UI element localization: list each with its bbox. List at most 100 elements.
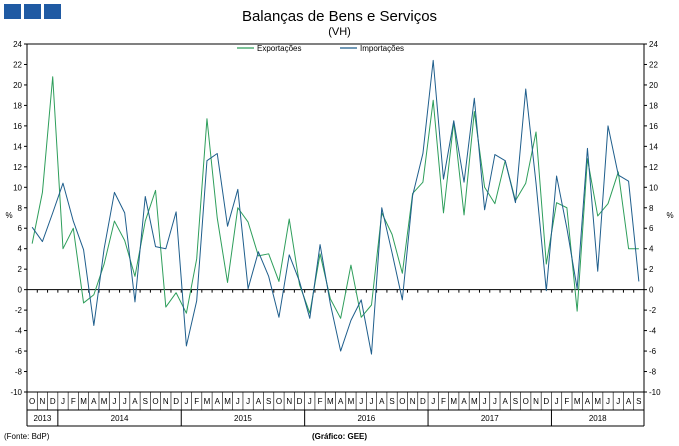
y-tick-label-right: -6: [649, 347, 657, 356]
x-month-label: J: [308, 397, 312, 406]
plot-frame: [26, 43, 645, 393]
y-tick-label-left: 10: [13, 183, 22, 192]
y-tick-label-left: 20: [13, 81, 22, 90]
y-tick-label-right: 6: [649, 224, 654, 233]
y-tick-label-left: 16: [13, 122, 22, 131]
x-month-label: M: [327, 397, 334, 406]
x-month-label: D: [420, 397, 426, 406]
x-month-label: J: [606, 397, 610, 406]
y-tick-label-right: 4: [649, 245, 654, 254]
y-tick-label-left: 0: [18, 286, 23, 295]
x-month-label: N: [533, 397, 539, 406]
logo-square-2: [24, 4, 41, 19]
series-line-importacoes: [31, 59, 640, 355]
x-month-label: M: [224, 397, 231, 406]
y-tick-label-left: 8: [18, 204, 23, 213]
x-month-label: S: [266, 397, 271, 406]
x-year-label: 2018: [589, 414, 607, 423]
credit-note: (Gráfico: GEE): [311, 432, 368, 441]
x-month-label: A: [379, 397, 385, 406]
x-year-label: 2016: [357, 414, 375, 423]
x-month-label: D: [173, 397, 179, 406]
y-tick-label-left: 4: [18, 245, 23, 254]
y-tick-label-right: 22: [649, 60, 658, 69]
x-month-label: M: [80, 397, 87, 406]
x-month-label: N: [410, 397, 416, 406]
x-month-label: J: [616, 397, 620, 406]
y-tick-label-left: 2: [18, 265, 23, 274]
y-tick-label-right: -10: [649, 388, 661, 397]
y-tick-label-right: 14: [649, 142, 658, 151]
y-tick-label-right: 12: [649, 163, 658, 172]
x-month-label: O: [523, 397, 529, 406]
x-month-label: J: [555, 397, 559, 406]
x-month-label: A: [215, 397, 221, 406]
x-month-label: J: [123, 397, 127, 406]
y-tick-label-left: -2: [15, 306, 23, 315]
x-month-label: J: [369, 397, 373, 406]
x-month-label: O: [29, 397, 35, 406]
y-tick-label-left: 6: [18, 224, 23, 233]
y-tick-label-right: 16: [649, 122, 658, 131]
legend-label-exportacoes: Exportações: [257, 44, 301, 53]
x-month-label: N: [163, 397, 169, 406]
x-month-label: D: [50, 397, 56, 406]
x-month-label: M: [450, 397, 457, 406]
x-month-label: J: [246, 397, 250, 406]
x-month-label: D: [543, 397, 549, 406]
legend-label-importacoes: Importações: [360, 44, 404, 53]
x-year-label: 2015: [234, 414, 252, 423]
logo-square-3: [44, 4, 61, 19]
x-month-label: M: [574, 397, 581, 406]
x-month-label: J: [493, 397, 497, 406]
x-month-label: J: [184, 397, 188, 406]
x-month-label: F: [564, 397, 569, 406]
y-tick-label-right: 8: [649, 204, 654, 213]
x-month-label: S: [389, 397, 394, 406]
y-tick-label-right: 20: [649, 81, 658, 90]
y-tick-label-left: 14: [13, 142, 22, 151]
x-month-label: J: [359, 397, 363, 406]
x-month-label: N: [286, 397, 292, 406]
x-month-label: F: [194, 397, 199, 406]
x-month-label: F: [318, 397, 323, 406]
x-month-label: O: [399, 397, 405, 406]
x-month-label: M: [204, 397, 211, 406]
x-month-label: O: [276, 397, 282, 406]
y-axis-label-right: %: [666, 211, 673, 220]
x-month-label: J: [61, 397, 65, 406]
x-month-label: A: [132, 397, 138, 406]
x-month-label: A: [338, 397, 344, 406]
x-year-label: 2017: [481, 414, 499, 423]
y-tick-label-right: 24: [649, 40, 658, 49]
x-month-label: J: [236, 397, 240, 406]
y-tick-label-left: -10: [10, 388, 22, 397]
x-month-label: A: [461, 397, 467, 406]
x-month-label: O: [152, 397, 158, 406]
y-tick-label-left: 24: [13, 40, 22, 49]
x-month-label: F: [441, 397, 446, 406]
x-month-label: J: [483, 397, 487, 406]
x-month-label: D: [297, 397, 303, 406]
x-month-label: S: [143, 397, 148, 406]
y-axis-label-left: %: [5, 211, 12, 220]
source-note: (Fonte: BdP): [4, 432, 50, 441]
x-month-label: A: [503, 397, 509, 406]
y-tick-label-right: 0: [649, 286, 654, 295]
x-month-label: A: [585, 397, 591, 406]
y-tick-label-right: 10: [649, 183, 658, 192]
x-month-label: M: [348, 397, 355, 406]
x-month-label: M: [471, 397, 478, 406]
y-tick-label-right: -2: [649, 306, 657, 315]
y-tick-label-left: -4: [15, 327, 23, 336]
x-month-label: S: [513, 397, 518, 406]
x-year-label: 2014: [111, 414, 129, 423]
y-tick-label-left: 22: [13, 60, 22, 69]
x-month-label: A: [91, 397, 97, 406]
x-month-label: A: [626, 397, 632, 406]
y-tick-label-left: 12: [13, 163, 22, 172]
x-month-label: A: [256, 397, 262, 406]
x-month-label: J: [431, 397, 435, 406]
y-tick-label-right: -4: [649, 327, 657, 336]
